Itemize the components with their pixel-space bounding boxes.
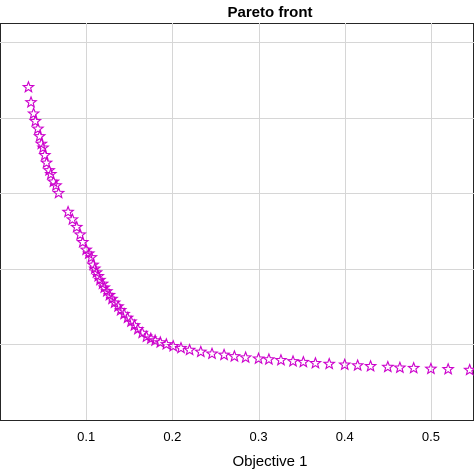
data-point [238,350,253,364]
chart-title: Pareto front [227,4,312,21]
data-point [51,186,66,199]
data-point [61,204,75,218]
data-point [44,167,58,180]
x-tick-label: 0.4 [336,429,354,444]
data-point [194,344,208,358]
data-point [84,250,99,264]
data-point [32,129,47,143]
x-tick-labels: 0.1 0.2 0.3 0.4 0.5 [77,429,440,444]
data-point [76,235,90,249]
data-point [73,227,87,241]
data-point [274,353,288,366]
data-point [36,140,50,154]
data-point [159,337,174,351]
grid-lines [0,23,474,420]
x-tick-label: 0.2 [163,429,181,444]
data-point [69,220,84,233]
x-tick-label: 0.3 [250,429,268,444]
data-point [227,349,242,363]
data-point [28,114,43,128]
data-point [21,80,36,93]
data-point [217,347,231,361]
data-point [308,356,323,370]
data-point [350,358,365,372]
data-point [26,106,41,120]
data-point [24,95,38,109]
x-tick-label: 0.1 [77,429,95,444]
data-point [381,360,395,373]
data-point [205,346,219,360]
data-point [322,356,336,370]
data-point [153,335,168,349]
series-markers [21,80,474,376]
data-point [441,362,455,376]
data-point [406,361,421,374]
data-point [39,155,54,169]
data-point [393,360,407,374]
data-point [49,178,63,192]
data-point [424,361,438,375]
data-point [262,352,276,366]
data-point [166,339,180,352]
data-point [338,357,352,371]
data-point [363,359,378,373]
x-axis-label: Objective 1 [232,453,307,470]
x-tick-label: 0.5 [422,429,440,444]
data-point [174,341,188,354]
data-point [251,351,266,365]
data-point [286,354,300,368]
data-point [182,342,197,356]
data-point [38,148,52,162]
data-point [65,212,80,226]
data-point [296,355,311,368]
data-point [31,121,45,135]
